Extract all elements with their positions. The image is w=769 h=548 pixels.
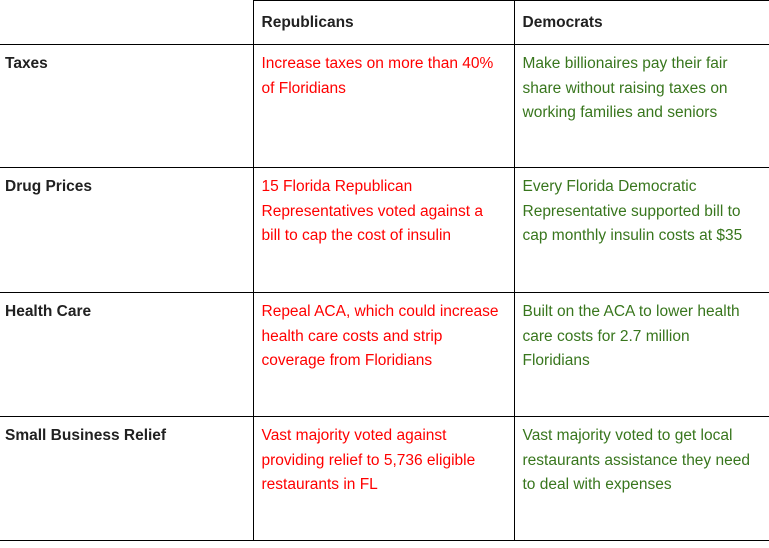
democrats-cell: Every Florida Democratic Representative … <box>513 167 769 293</box>
row-label-cell: Health Care <box>0 292 253 417</box>
row-label-cell: Taxes <box>0 44 253 168</box>
republicans-cell: 15 Florida Republican Representatives vo… <box>252 167 514 293</box>
republicans-cell: Repeal ACA, which could increase health … <box>252 292 514 417</box>
table-row-drug-prices: Drug Prices 15 Florida Republican Repres… <box>0 167 769 293</box>
header-cell-empty <box>0 0 253 45</box>
republicans-cell: Increase taxes on more than 40% of Flori… <box>252 44 514 168</box>
table-row-health-care: Health Care Repeal ACA, which could incr… <box>0 292 769 417</box>
democrats-cell: Vast majority voted to get local restaur… <box>513 416 769 541</box>
header-cell-democrats: Democrats <box>513 0 769 45</box>
table-row-small-business-relief: Small Business Relief Vast majority vote… <box>0 416 769 541</box>
header-cell-republicans: Republicans <box>252 0 514 45</box>
democrats-cell: Built on the ACA to lower health care co… <box>513 292 769 417</box>
row-label-cell: Small Business Relief <box>0 416 253 541</box>
header-row: Republicans Democrats <box>0 0 769 45</box>
table-row-taxes: Taxes Increase taxes on more than 40% of… <box>0 44 769 168</box>
row-label-cell: Drug Prices <box>0 167 253 293</box>
democrats-cell: Make billionaires pay their fair share w… <box>513 44 769 168</box>
republicans-cell: Vast majority voted against providing re… <box>252 416 514 541</box>
